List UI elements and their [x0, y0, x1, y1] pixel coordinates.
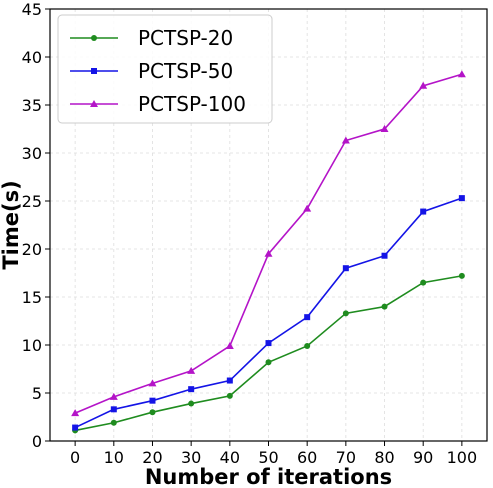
x-tick-label: 0	[70, 448, 80, 467]
legend-item: PCTSP-100	[70, 92, 246, 116]
series-pctsp-50	[72, 195, 465, 431]
data-point	[458, 195, 465, 202]
legend-label: PCTSP-50	[138, 59, 233, 83]
data-point	[381, 252, 388, 259]
legend-item: PCTSP-50	[70, 59, 233, 83]
y-tick-label: 40	[22, 48, 42, 67]
data-point	[458, 272, 465, 279]
data-point	[109, 392, 118, 400]
y-axis-label: Time(s)	[0, 180, 23, 269]
axis-ticks: 0 10 20 30 40 50 60 70 80 90 100 0 5 10 15 20 25 30 35 40 45	[22, 0, 477, 467]
data-point	[419, 81, 428, 89]
data-point	[148, 379, 157, 387]
legend-marker	[91, 35, 97, 41]
data-point	[226, 392, 233, 399]
x-tick-label: 10	[104, 448, 124, 467]
data-point	[380, 125, 389, 132]
legend-item: PCTSP-20	[70, 26, 233, 50]
data-point	[187, 366, 196, 374]
data-point	[265, 340, 272, 347]
data-point	[149, 409, 156, 416]
data-point	[341, 136, 350, 144]
y-tick-label: 10	[22, 336, 42, 355]
legend-marker	[90, 100, 98, 107]
x-tick-label: 70	[336, 448, 356, 467]
data-point	[110, 419, 117, 426]
x-axis-label: Number of iterations	[145, 465, 392, 488]
legend-box	[57, 14, 273, 124]
series-pctsp-100	[71, 70, 466, 417]
x-tick-label: 20	[142, 448, 162, 467]
x-tick-label: 30	[181, 448, 201, 467]
data-point	[381, 303, 388, 310]
y-tick-label: 35	[22, 96, 42, 115]
legend-label: PCTSP-100	[138, 92, 246, 116]
series-pctsp-20	[72, 272, 465, 434]
y-tick-label: 25	[22, 192, 42, 211]
y-tick-label: 5	[32, 384, 42, 403]
y-tick-label: 45	[22, 0, 42, 19]
legend-label: PCTSP-20	[138, 26, 233, 50]
data-point	[303, 204, 312, 212]
data-point	[225, 341, 234, 349]
data-point	[188, 400, 195, 407]
series-layer	[71, 70, 466, 434]
data-point	[264, 249, 273, 257]
x-tick-label: 80	[374, 448, 394, 467]
y-tick-label: 15	[22, 288, 42, 307]
data-point	[226, 377, 233, 384]
x-tick-label: 40	[220, 448, 240, 467]
x-tick-label: 90	[413, 448, 433, 467]
legend-marker	[91, 68, 97, 74]
data-point	[110, 406, 117, 413]
data-point	[342, 310, 349, 317]
data-point	[420, 279, 427, 286]
data-point	[342, 265, 349, 272]
data-point	[304, 314, 311, 321]
y-tick-label: 20	[22, 240, 42, 259]
data-point	[457, 70, 466, 78]
y-tick-label: 30	[22, 144, 42, 163]
legend: PCTSP-20 PCTSP-50 PCTSP-100	[57, 14, 273, 124]
data-point	[265, 359, 272, 366]
x-tick-label: 60	[297, 448, 317, 467]
data-point	[304, 342, 311, 349]
x-tick-label: 50	[258, 448, 278, 467]
data-point	[71, 409, 80, 417]
data-point	[149, 397, 156, 404]
data-point	[72, 424, 79, 431]
data-point	[188, 386, 195, 393]
x-tick-label: 100	[447, 448, 478, 467]
data-point	[420, 208, 427, 215]
y-tick-label: 0	[32, 432, 42, 451]
